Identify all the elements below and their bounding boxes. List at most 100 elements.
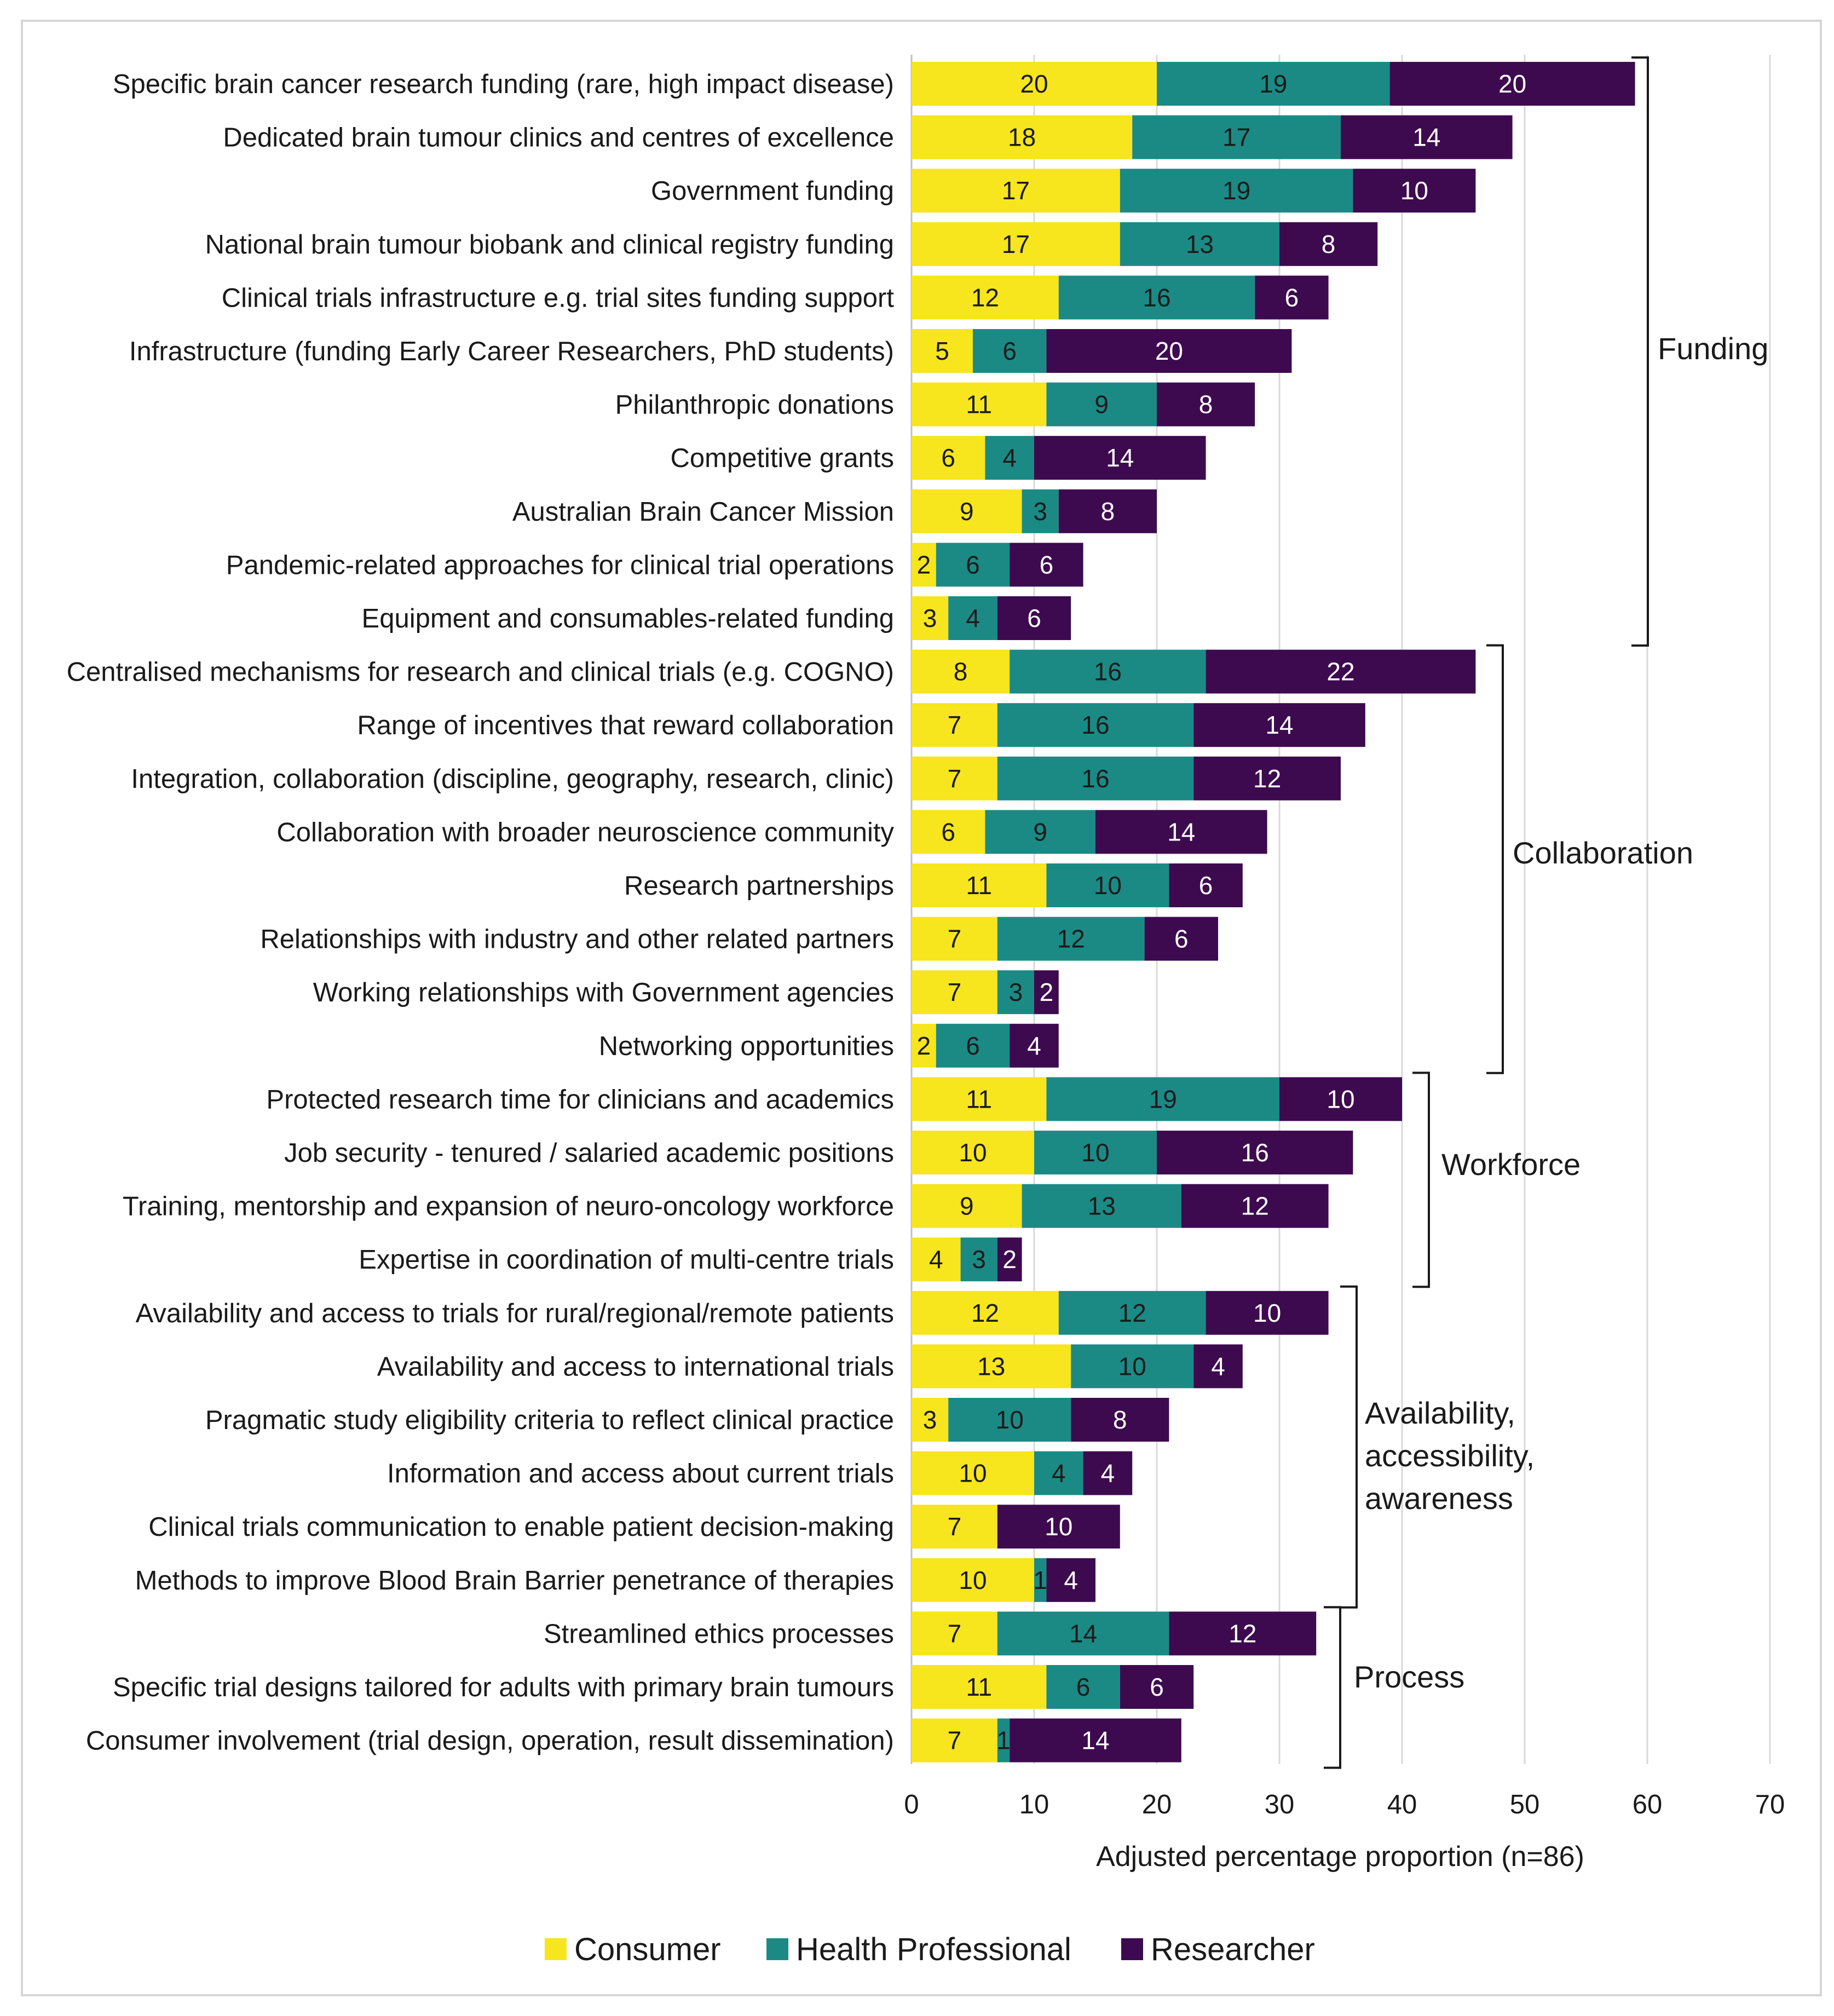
bar-researcher <box>1279 222 1378 266</box>
data-label-consumer: 17 <box>1002 176 1030 205</box>
legend-label-consumer: Consumer <box>574 1932 721 1967</box>
data-label-researcher: 12 <box>1241 1192 1269 1220</box>
data-label-researcher: 22 <box>1327 658 1354 686</box>
group-bracket <box>1324 1606 1341 1769</box>
legend-swatch-researcher <box>1121 1938 1143 1960</box>
legend-label-health-professional: Health Professional <box>796 1932 1071 1967</box>
data-label-consumer: 3 <box>923 604 937 632</box>
category-label: Specific brain cancer research funding (… <box>113 70 894 99</box>
bar-health-professional <box>985 810 1095 854</box>
bar-researcher <box>997 1237 1022 1282</box>
bar-consumer <box>912 222 1120 266</box>
category-label: Specific trial designs tailored for adul… <box>113 1673 894 1702</box>
bar-consumer <box>912 382 1047 427</box>
data-label-researcher: 14 <box>1412 123 1440 152</box>
bar-researcher <box>1157 1131 1353 1174</box>
data-label-health-professional: 16 <box>1143 283 1170 312</box>
bar-researcher <box>1071 1398 1169 1442</box>
data-label-health-professional: 9 <box>1094 390 1109 419</box>
data-label-health-professional: 13 <box>1088 1192 1116 1220</box>
data-label-researcher: 10 <box>1400 176 1428 205</box>
data-label-health-professional: 6 <box>1002 337 1017 365</box>
data-label-researcher: 20 <box>1498 70 1526 98</box>
data-label-consumer: 11 <box>966 871 992 900</box>
category-label: Clinical trials infrastructure e.g. tria… <box>222 283 895 313</box>
bar-health-professional <box>1010 649 1206 694</box>
data-label-consumer: 18 <box>1008 123 1036 152</box>
legend-swatch-health-professional <box>766 1938 788 1960</box>
bar-consumer <box>912 62 1157 106</box>
bar-researcher <box>1034 970 1059 1015</box>
bar-researcher <box>997 1505 1120 1549</box>
bar-researcher <box>1157 382 1255 427</box>
bar-researcher <box>1144 917 1218 961</box>
data-label-health-professional: 19 <box>1222 176 1250 205</box>
data-label-consumer: 9 <box>960 1192 974 1220</box>
data-label-health-professional: 17 <box>1222 123 1250 152</box>
data-label-researcher: 12 <box>1253 764 1281 793</box>
data-label-consumer: 7 <box>948 1726 962 1755</box>
group-bracket <box>1631 56 1649 647</box>
data-label-health-professional: 14 <box>1069 1619 1097 1648</box>
bar-health-professional <box>936 1023 1010 1068</box>
data-label-consumer: 10 <box>959 1566 987 1594</box>
bar-consumer <box>912 810 985 854</box>
bar-consumer <box>912 1344 1071 1389</box>
data-label-health-professional: 4 <box>1052 1459 1066 1488</box>
bar-researcher <box>1169 863 1243 907</box>
data-label-researcher: 12 <box>1229 1619 1256 1648</box>
group-label: Funding <box>1658 331 1768 366</box>
bar-health-professional <box>997 1718 1010 1762</box>
category-label: Protected research time for clinicians a… <box>266 1085 894 1114</box>
bar-researcher <box>1353 169 1476 213</box>
category-label: Collaboration with broader neuroscience … <box>276 817 894 847</box>
bar-researcher <box>1010 543 1083 587</box>
category-label: Methods to improve Blood Brain Barrier p… <box>135 1566 894 1595</box>
bar-researcher <box>1058 489 1157 533</box>
group-label: accessibility, <box>1365 1438 1535 1473</box>
data-label-consumer: 7 <box>948 1512 962 1541</box>
bar-consumer <box>912 703 997 747</box>
group-label: Process <box>1354 1660 1464 1694</box>
group-bracket <box>1486 644 1504 1074</box>
bar-health-professional <box>960 1237 997 1282</box>
bar-researcher <box>1341 115 1513 159</box>
category-label: Infrastructure (funding Early Career Res… <box>129 337 894 366</box>
data-label-researcher: 14 <box>1265 711 1293 739</box>
group-label: awareness <box>1365 1481 1513 1516</box>
bar-researcher <box>1206 1291 1329 1335</box>
data-label-health-professional: 12 <box>1057 925 1085 953</box>
data-label-health-professional: 13 <box>1186 230 1214 258</box>
data-label-researcher: 2 <box>1040 978 1054 1006</box>
category-label: Expertise in coordination of multi-centr… <box>359 1245 894 1275</box>
bar-researcher <box>1181 1184 1329 1228</box>
category-label: Working relationships with Government ag… <box>313 978 894 1007</box>
legend-label-researcher: Researcher <box>1151 1932 1315 1967</box>
bar-health-professional <box>1157 62 1390 106</box>
bar-consumer <box>912 1611 997 1656</box>
x-tick-label: 0 <box>904 1790 919 1819</box>
bar-consumer <box>912 115 1133 159</box>
bar-consumer <box>912 1451 1034 1495</box>
bar-researcher <box>1046 329 1292 373</box>
bar-health-professional <box>1120 222 1279 266</box>
bar-health-professional <box>973 329 1047 373</box>
bar-consumer <box>912 436 985 480</box>
bar-health-professional <box>1132 115 1341 159</box>
bar-consumer <box>912 649 1010 694</box>
data-label-health-professional: 10 <box>1081 1138 1109 1167</box>
data-label-researcher: 6 <box>1027 604 1041 632</box>
group-label: Collaboration <box>1513 836 1693 870</box>
bar-health-professional <box>1058 275 1255 320</box>
data-label-researcher: 6 <box>1199 871 1213 900</box>
data-label-health-professional: 19 <box>1149 1085 1177 1113</box>
category-label: Integration, collaboration (discipline, … <box>131 764 894 794</box>
bar-health-professional <box>948 596 997 640</box>
data-label-researcher: 8 <box>1322 230 1336 258</box>
data-label-consumer: 7 <box>948 764 962 793</box>
bar-researcher <box>1010 1023 1059 1068</box>
bar-health-professional <box>1022 1184 1181 1228</box>
bar-health-professional <box>997 703 1194 747</box>
bar-researcher <box>1120 1665 1194 1709</box>
bar-health-professional <box>997 756 1194 800</box>
